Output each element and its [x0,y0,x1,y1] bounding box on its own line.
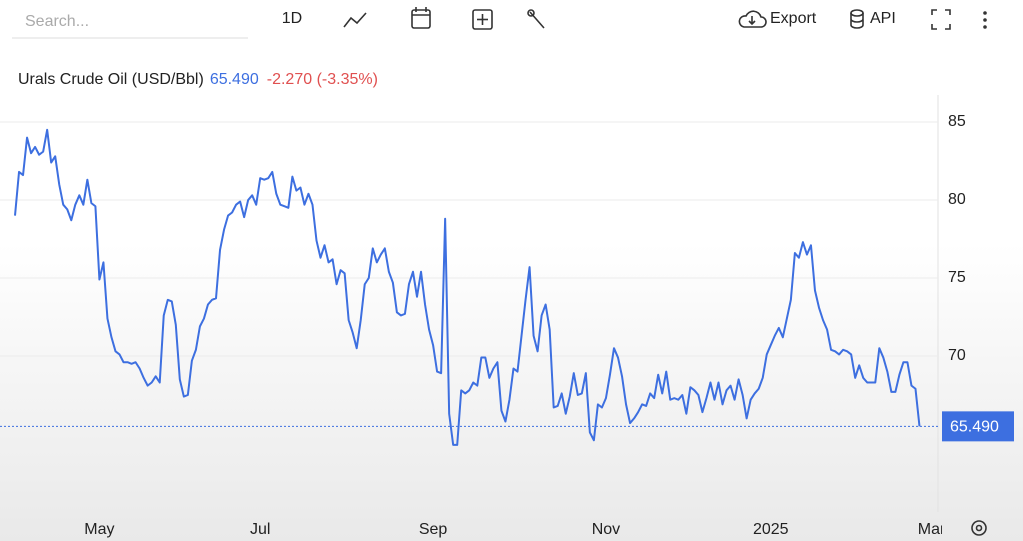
x-tick-label: 2025 [753,521,789,538]
export-label: Export [770,10,817,27]
y-tick-label: 75 [948,269,966,286]
export-button[interactable]: Export [738,10,817,28]
last-price-box [942,411,1014,442]
price-line [14,128,921,446]
x-tick-label: Sep [419,521,448,538]
line-type-button[interactable] [343,12,367,28]
toolbar: Search... 1D Export API [12,7,987,39]
interval-button[interactable]: 1D [282,10,302,27]
api-label: API [870,10,896,27]
x-tick-label: May [84,521,114,538]
calendar-button[interactable] [411,7,431,29]
y-tick-label: 80 [948,191,966,208]
x-tick-label: Mar [918,521,946,538]
search-box[interactable]: Search... [25,13,89,30]
chart-title: Urals Crude Oil (USD/Bbl) [18,71,204,88]
menu-button[interactable] [983,11,987,29]
y-tick-label: 70 [948,347,966,364]
last-value: 65.490 [210,71,259,88]
api-button[interactable]: API [850,9,896,29]
x-tick-label: Jul [250,521,270,538]
x-axis: May Jul Sep Nov 2025 Mar [84,521,946,538]
compare-button[interactable] [472,9,493,30]
last-price-label: 65.490 [950,419,999,436]
y-tick-label: 85 [948,113,966,130]
price-change: -2.270 (-3.35%) [267,71,378,88]
x-tick-label: Nov [592,521,620,538]
plot: 70 75 80 85 May Jul Sep Nov 2025 Mar 65.490 [0,113,1014,538]
fullscreen-button[interactable] [931,9,951,30]
legend: Urals Crude Oil (USD/Bbl) 65.490 -2.270 (-… [18,71,378,88]
tools-button[interactable] [527,9,545,29]
settings-button[interactable] [971,520,987,536]
